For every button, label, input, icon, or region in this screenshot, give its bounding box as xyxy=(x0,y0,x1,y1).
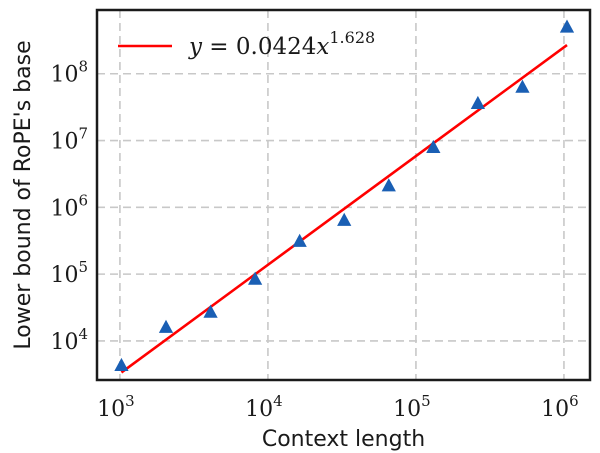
legend-lhs: y xyxy=(188,34,203,60)
y-axis-label: Lower bound of RoPE's base xyxy=(11,40,36,349)
y-tick-exp-4: 8 xyxy=(78,58,88,76)
y-tick-label-0: 104 xyxy=(50,325,88,355)
data-point-10 xyxy=(559,19,575,33)
x-tick-label-0: 103 xyxy=(97,392,135,422)
x-tick-label-2: 105 xyxy=(393,392,431,422)
x-tick-base-1: 10 xyxy=(245,397,273,422)
data-point-2 xyxy=(203,304,218,318)
data-point-0 xyxy=(114,357,129,372)
x-tick-base-2: 10 xyxy=(393,397,421,422)
data-point-1 xyxy=(158,319,174,333)
y-tick-base-1: 10 xyxy=(50,263,78,288)
x-axis-label: Context length xyxy=(262,427,425,452)
data-points xyxy=(114,19,575,372)
grid xyxy=(97,10,590,380)
y-tick-base-0: 10 xyxy=(50,330,78,355)
x-tick-exp-1: 4 xyxy=(273,392,283,410)
y-tick-label-1: 105 xyxy=(50,258,88,288)
x-tick-exp-2: 5 xyxy=(421,392,431,410)
legend-coef: 0.0424 xyxy=(236,34,316,60)
data-point-3 xyxy=(247,271,263,285)
y-tick-exp-2: 6 xyxy=(78,191,88,209)
legend-eq: = xyxy=(202,34,236,60)
y-tick-exp-0: 4 xyxy=(78,325,88,343)
x-tick-label-1: 104 xyxy=(245,392,283,422)
data-point-6 xyxy=(381,178,396,192)
y-tick-label-4: 108 xyxy=(50,58,88,88)
y-tick-base-3: 10 xyxy=(50,130,78,155)
legend-var: x xyxy=(316,34,329,60)
x-tick-exp-0: 3 xyxy=(125,392,135,410)
y-tick-label-3: 107 xyxy=(50,125,88,155)
fit-line xyxy=(120,44,568,374)
x-tick-base-3: 10 xyxy=(541,397,569,422)
data-point-5 xyxy=(337,212,352,226)
y-tick-base-4: 10 xyxy=(50,63,78,88)
x-tick-label-3: 106 xyxy=(541,392,579,422)
y-tick-base-2: 10 xyxy=(50,196,78,221)
y-tick-exp-1: 5 xyxy=(78,258,88,276)
data-point-7 xyxy=(426,139,441,153)
plot-frame xyxy=(95,8,592,382)
x-tick-exp-3: 6 xyxy=(569,392,579,410)
legend: y = 0.0424x1.628 xyxy=(118,28,375,60)
data-point-4 xyxy=(292,233,307,247)
y-tick-exp-3: 7 xyxy=(78,125,88,143)
legend-label: y = 0.0424x1.628 xyxy=(188,28,375,60)
data-point-9 xyxy=(515,79,530,93)
legend-exp: 1.628 xyxy=(329,28,375,47)
y-tick-label-2: 106 xyxy=(50,191,88,221)
x-tick-base-0: 10 xyxy=(97,397,125,422)
data-point-8 xyxy=(470,95,486,110)
x-axis-ticks: 103 104 105 106 xyxy=(97,392,579,422)
